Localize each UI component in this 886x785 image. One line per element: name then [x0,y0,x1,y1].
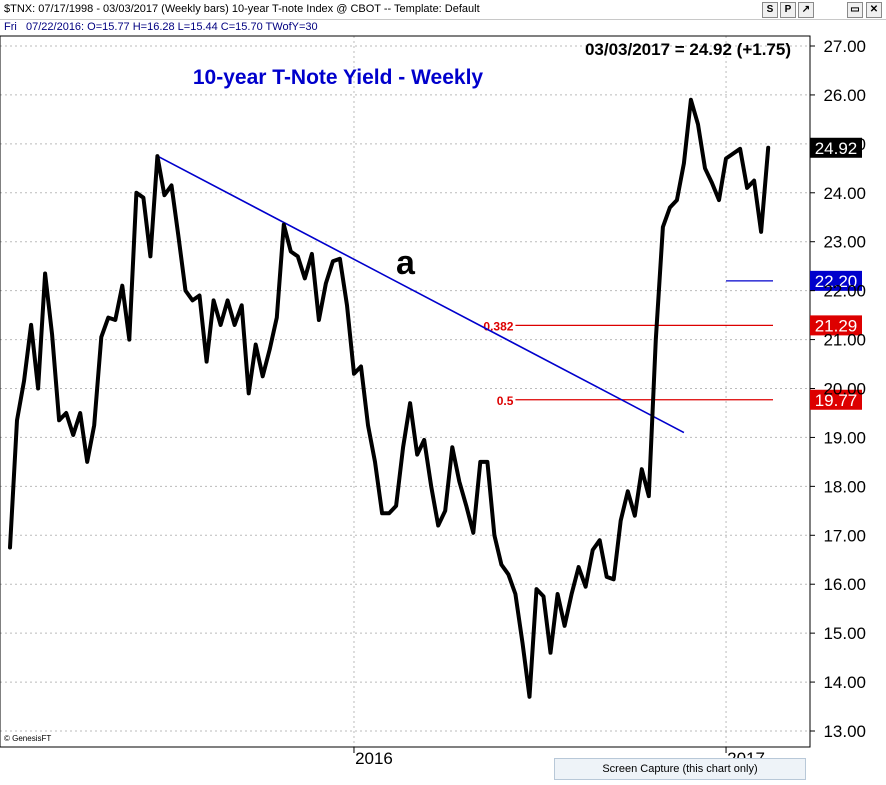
chart-title: 10-year T-Note Yield - Weekly [193,66,484,89]
level-axis-label: 19.77 [815,391,858,410]
y-tick-label: 21.00 [823,331,866,350]
y-tick-label: 26.00 [823,86,866,105]
y-tick-label: 18.00 [823,477,866,496]
y-tick-label: 13.00 [823,722,866,741]
y-tick-label: 20.00 [823,380,866,399]
expand-icon[interactable]: ↗ [798,2,814,18]
bar-info-text: Fri 07/22/2016: O=15.77 H=16.28 L=15.44 … [4,21,318,33]
y-tick-label: 16.00 [823,575,866,594]
y-axis: 13.00 14.00 15.00 16.00 17.00 18.00 19.00 20.00… [810,37,866,741]
day-label: Fri [4,21,17,33]
y-tick-label: 24.00 [823,184,866,203]
level-axis-badge [810,315,862,336]
copyright-text: © GenesisFT [4,734,51,743]
bar-info: Fri 07/22/2016: O=15.77 H=16.28 L=15.44 … [0,20,886,36]
y-tick-label: 19.00 [823,428,866,447]
screen-capture-button[interactable]: Screen Capture (this chart only) [554,758,806,780]
current-price-label: 24.92 [815,139,858,158]
level-axis-badge [810,270,862,291]
grid [0,36,810,747]
level-label: 0.5 [497,394,514,408]
close-icon[interactable]: ✕ [866,2,882,18]
y-tick-label: 14.00 [823,673,866,692]
plot-border [0,35,811,748]
price-line [8,97,771,699]
x-tick-label: 2016 [355,749,393,768]
y-tick-label: 23.00 [823,233,866,252]
trendline-label: a [396,244,416,282]
trendline [157,155,685,434]
chart-header: $TNX: 07/17/1998 - 03/03/2017 (Weekly ba… [0,0,886,20]
chart-header-text: $TNX: 07/17/1998 - 03/03/2017 (Weekly ba… [4,3,480,15]
bar-values: 07/22/2016: O=15.77 H=16.28 L=15.44 C=15… [26,21,318,33]
level-label: 0.382 [483,319,513,333]
y-tick-label: 22.00 [823,282,866,301]
p-button[interactable]: P [780,2,796,18]
level-axis-label: 21.29 [815,316,858,335]
y-tick-label: 27.00 [823,37,866,56]
restore-icon[interactable]: ▭ [847,2,863,18]
current-price-badge [810,137,862,158]
y-tick-label: 17.00 [823,526,866,545]
s-button[interactable]: S [762,2,778,18]
y-tick-label: 15.00 [823,624,866,643]
chart-summary: 03/03/2017 = 24.92 (+1.75) [585,40,791,59]
level-axis-badge [810,389,862,410]
level-axis-label: 22.20 [815,272,858,291]
fib-levels: 22.20 0.382 21.29 0.5 19.77 [483,270,862,410]
